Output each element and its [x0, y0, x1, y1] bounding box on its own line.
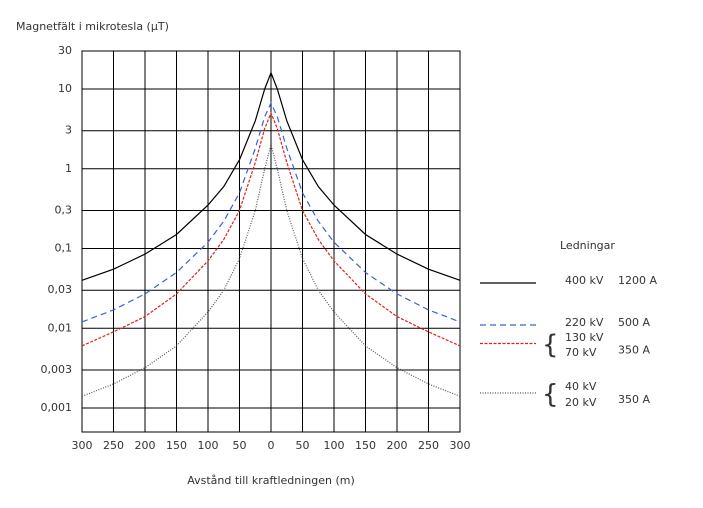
legend-current: 500 A — [618, 316, 650, 329]
x-tick-label: 150 — [355, 439, 376, 452]
y-tick-label: 30 — [58, 44, 72, 57]
series-line — [81, 71, 461, 281]
x-tick-label: 300 — [72, 439, 93, 452]
legend-voltage: 40 kV — [565, 380, 597, 393]
series-line — [81, 142, 461, 397]
chart-title: Magnetfält i mikrotesla (µT) — [16, 20, 169, 33]
x-tick-label: 0 — [268, 439, 275, 452]
x-axis-label: Avstånd till kraftledningen (m) — [187, 474, 355, 487]
y-tick-label: 10 — [58, 82, 72, 95]
x-tick-label: 100 — [324, 439, 345, 452]
x-tick-label: 200 — [387, 439, 408, 452]
y-tick-label: 3 — [65, 124, 72, 137]
y-tick-label: 0,001 — [41, 401, 73, 414]
legend-current: 350 A — [618, 344, 650, 357]
plot-frame — [81, 50, 461, 433]
legend-voltage: 130 kV — [565, 331, 604, 344]
y-tick-label: 0,03 — [48, 283, 73, 296]
x-tick-label: 200 — [135, 439, 156, 452]
y-tick-label: 0,01 — [48, 321, 73, 334]
y-tick-label: 1 — [65, 162, 72, 175]
y-tick-label: 0,1 — [55, 242, 73, 255]
legend-brace: { — [542, 330, 559, 360]
x-tick-label: 300 — [450, 439, 471, 452]
x-tick-label: 250 — [103, 439, 124, 452]
x-tick-label: 50 — [296, 439, 310, 452]
legend-title: Ledningar — [560, 239, 615, 252]
y-tick-label: 0,3 — [55, 203, 73, 216]
legend-voltage: 20 kV — [565, 396, 597, 409]
legend-voltage: 70 kV — [565, 346, 597, 359]
series-line — [81, 111, 461, 347]
legend-current: 350 A — [618, 393, 650, 406]
x-tick-label: 100 — [198, 439, 219, 452]
x-tick-label: 50 — [233, 439, 247, 452]
legend-current: 1200 A — [618, 274, 657, 287]
y-tick-label: 0,003 — [41, 363, 73, 376]
legend-voltage: 220 kV — [565, 316, 604, 329]
legend-brace: { — [542, 380, 559, 410]
x-tick-label: 150 — [166, 439, 187, 452]
series-line — [81, 101, 461, 323]
x-tick-label: 250 — [418, 439, 439, 452]
legend-voltage: 400 kV — [565, 274, 604, 287]
